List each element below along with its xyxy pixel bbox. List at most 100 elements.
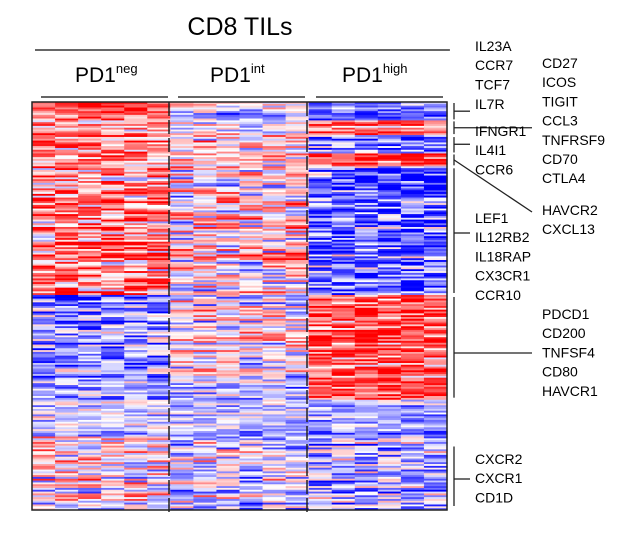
heatmap-cell [147,282,171,285]
heatmap-cell [308,318,333,321]
heatmap-cell [216,217,241,220]
heatmap-cell [32,447,56,450]
heatmap-cell [377,118,402,121]
heatmap-cell [377,473,402,476]
heatmap-cell [170,458,194,461]
heatmap-cell [78,309,102,312]
heatmap-cell [331,453,356,456]
heatmap-cell [285,265,310,268]
heatmap-cell [32,359,56,362]
heatmap-cell [32,254,56,257]
heatmap-cell [285,226,310,230]
heatmap-cell [308,300,333,303]
heatmap-cell [331,113,356,116]
heatmap-cell [377,272,402,276]
heatmap-cell [331,432,356,435]
heatmap-cell [423,318,448,321]
heatmap-cell [55,252,79,255]
heatmap-cell [32,193,56,197]
heatmap-cell [400,175,425,178]
heatmap-cell [78,280,102,283]
heatmap-cell [193,385,218,388]
heatmap-cell [193,362,218,366]
heatmap-cell [101,103,125,106]
heatmap-cell [377,276,402,279]
heatmap-cell [377,236,402,239]
heatmap-cell [78,342,102,345]
heatmap-cell [193,278,218,281]
heatmap-cell [285,311,310,314]
heatmap-cell [55,357,79,360]
heatmap-cell [193,173,218,176]
heatmap-cell [262,506,287,509]
gene-label: CXCR2 [475,451,523,467]
heatmap-cell [239,480,264,483]
heatmap-cell [124,476,148,480]
heatmap-cell [400,155,425,158]
heatmap-cell [32,487,56,491]
heatmap-cell [78,265,102,268]
heatmap-cell [170,158,194,162]
heatmap-cell [239,469,264,472]
heatmap-cell [423,403,448,406]
heatmap-cell [308,304,333,307]
heatmap-cell [377,304,402,307]
heatmap-cell [55,440,79,443]
heatmap-cell [101,318,125,321]
heatmap-cell [423,217,448,220]
heatmap-cell [308,497,333,500]
heatmap-cell [400,129,425,132]
heatmap-cell [400,232,425,235]
heatmap-cell [262,460,287,463]
heatmap-cell [354,300,379,303]
heatmap-cell [101,307,125,310]
heatmap-cell [308,122,333,125]
heatmap-cell [239,407,264,410]
heatmap-cell [423,269,448,272]
heatmap-cell [377,407,402,410]
heatmap-cell [423,442,448,445]
heatmap-cell [32,274,56,277]
heatmap-cell [354,230,379,233]
heatmap-cell [423,508,448,511]
heatmap-cell [193,418,218,421]
heatmap-cell [170,186,194,189]
heatmap-cell [423,287,448,290]
heatmap-cell [239,230,264,233]
heatmap-cell [101,412,125,415]
heatmap-cell [331,294,356,298]
heatmap-cell [216,173,241,176]
heatmap-cell [400,385,425,388]
heatmap-cell [331,226,356,230]
heatmap-cell [170,414,194,417]
heatmap-cell [32,309,56,312]
heatmap-cell [239,249,264,252]
heatmap-cell [354,175,379,178]
heatmap-cell [32,186,56,189]
heatmap-cell [170,471,194,474]
heatmap-cell [377,103,402,106]
heatmap-cell [55,245,79,248]
heatmap-cell [423,302,448,305]
heatmap-cell [377,414,402,417]
heatmap-cell [400,201,425,204]
heatmap-cell [32,184,56,187]
heatmap-cell [147,372,171,375]
heatmap-cell [101,269,125,272]
heatmap-cell [147,135,171,138]
heatmap-cell [147,103,171,106]
heatmap-cell [32,357,56,360]
heatmap-cell [262,491,287,494]
heatmap-cell [32,374,56,377]
heatmap-cell [101,175,125,178]
heatmap-cell [354,465,379,469]
heatmap-cell [78,302,102,305]
heatmap-cell [55,166,79,169]
heatmap-cell [216,278,241,281]
heatmap-cell [423,239,448,242]
heatmap-cell [354,423,379,426]
heatmap-cell [308,355,333,358]
heatmap-cell [377,430,402,434]
heatmap-cell [170,269,194,272]
heatmap-cell [216,122,241,125]
